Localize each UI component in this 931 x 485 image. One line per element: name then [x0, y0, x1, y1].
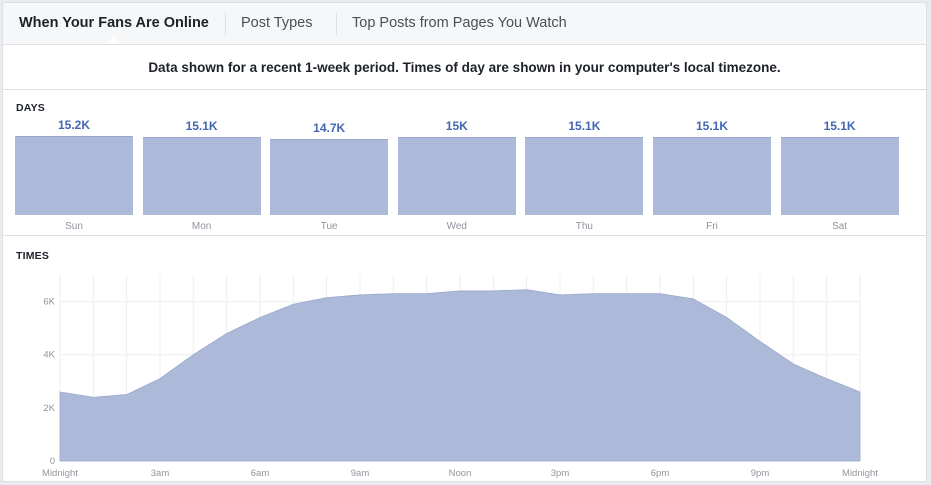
days-section-label: DAYS [16, 102, 46, 114]
tab-divider [225, 13, 226, 35]
day-axis-label: Fri [706, 221, 718, 232]
x-tick-label: 6am [251, 468, 270, 479]
day-value-label: 14.7K [313, 121, 346, 135]
day-value-label: 15.1K [185, 119, 218, 133]
y-tick-label: 4K [43, 350, 55, 361]
times-area-series [59, 289, 861, 462]
times-area-chart: 0 2K 4K 6K Midnight 3am 6am 9am Noon 3pm 6pm 9pm Mid… [42, 275, 878, 479]
y-tick-label: 6K [43, 297, 55, 308]
x-tick-label: 6pm [651, 468, 670, 479]
x-tick-label: 9pm [751, 468, 770, 479]
day-axis-label: Sun [65, 221, 83, 232]
active-tab-indicator [106, 37, 120, 44]
day-axis-label: Sat [832, 221, 848, 232]
tab-top-posts[interactable]: Top Posts from Pages You Watch [352, 15, 567, 31]
tab-post-types[interactable]: Post Types [241, 15, 313, 31]
day-bar-tue[interactable] [270, 139, 389, 215]
day-value-label: 15.1K [695, 119, 729, 133]
x-tick-label: Noon [449, 468, 472, 479]
day-axis-label: Tue [320, 221, 338, 232]
x-tick-label: Midnight [42, 468, 78, 479]
day-bar-mon[interactable] [142, 137, 261, 215]
x-tick-label: Midnight [842, 468, 878, 479]
day-value-label: 15.1K [568, 119, 601, 133]
day-axis-label: Mon [191, 221, 212, 232]
day-value-label: 15.2K [57, 118, 91, 132]
times-section-label: TIMES [16, 250, 50, 262]
tab-bar: When Your Fans Are Online Post Types Top… [3, 3, 926, 45]
y-tick-label: 2K [43, 403, 55, 414]
day-value-label: 15.1K [823, 119, 856, 133]
tab-divider [336, 13, 337, 35]
x-tick-label: 3am [151, 468, 170, 479]
day-bar-sun[interactable] [15, 136, 133, 215]
timezone-notice: Data shown for a recent 1-week period. T… [3, 45, 926, 90]
x-tick-label: 3pm [551, 468, 570, 479]
day-bar-fri[interactable] [653, 137, 771, 215]
y-tick-label: 0 [50, 456, 55, 467]
day-axis-label: Thu [575, 221, 593, 232]
x-tick-label: 9am [351, 468, 370, 479]
day-bar-sat[interactable] [780, 137, 899, 215]
day-axis-label: Wed [446, 221, 467, 232]
day-value-label: 15K [445, 119, 468, 133]
section-divider [3, 235, 926, 236]
day-bar-thu[interactable] [525, 137, 644, 215]
tab-when-fans-online[interactable]: When Your Fans Are Online [19, 15, 209, 31]
day-bar-wed[interactable] [397, 137, 516, 215]
